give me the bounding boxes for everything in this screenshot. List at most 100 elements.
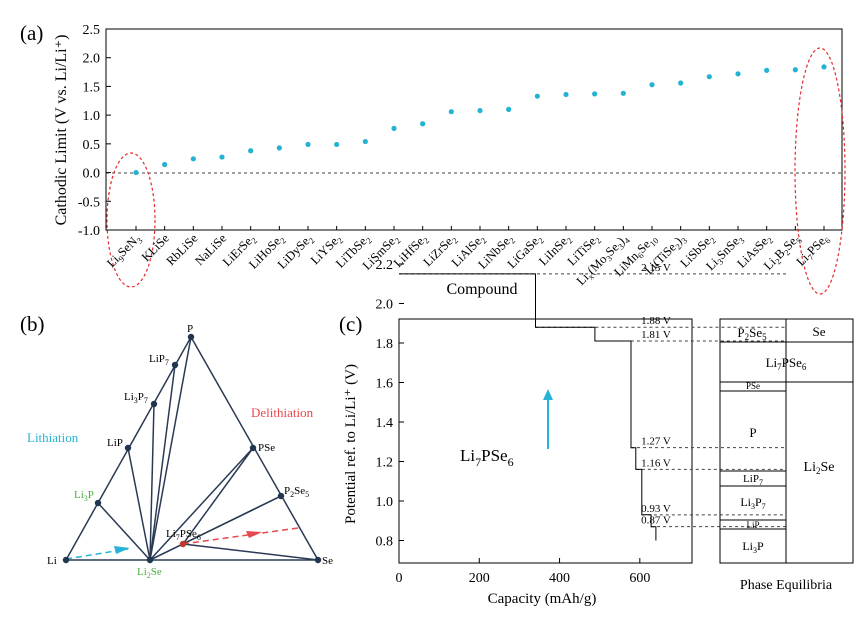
x-axis-label-a: Compound (446, 281, 517, 298)
c-y-tick-label: 1.2 (376, 456, 394, 471)
x-category-label: Li9SeN3 (104, 231, 144, 271)
c-x-tick-label: 0 (396, 571, 403, 586)
c-y-tick-label: 1.4 (376, 416, 394, 431)
c-x-tick-label: 200 (469, 571, 490, 586)
data-point (821, 64, 827, 70)
c-x-tick-label: 400 (549, 571, 570, 586)
node-label-li3p7: Li3P7 (124, 391, 148, 405)
y-tick-label: 2.5 (83, 23, 101, 38)
phase-li7pse6: Li7PSe6 (766, 355, 807, 372)
data-point (334, 141, 340, 148)
data-point (362, 138, 368, 145)
voltage-profile-curve (399, 273, 657, 541)
voltage-annotation: 0.87 V (641, 515, 671, 527)
panel-b-label: (b) (20, 312, 45, 336)
c-y-tick-label: 2.0 (376, 298, 394, 313)
c-y-tick-label: 0.8 (376, 535, 394, 550)
data-point (391, 125, 397, 131)
panel-a-label: (a) (20, 21, 43, 45)
voltage-annotation: 0.93 V (641, 503, 671, 515)
node-label-pse: PSe (258, 442, 275, 454)
node-label-p: P (187, 323, 193, 335)
panel-b: (b) (20, 312, 333, 580)
data-point (448, 109, 454, 115)
data-point (219, 154, 225, 160)
data-point (248, 148, 254, 154)
phase-node-labels: P LiP7 Li3P7 LiP Li3P Li Li2Se Se PSe P2… (47, 323, 333, 580)
c-y-tick-label: 1.6 (376, 377, 394, 392)
cyan-arrow (543, 389, 553, 449)
node-label-p2se5: P2Se5 (284, 485, 309, 499)
c-x-tick-label: 600 (629, 571, 650, 586)
data-point (764, 67, 770, 73)
plot-a-frame (105, 28, 843, 231)
voltage-annotation: 1.16 V (641, 457, 671, 469)
node-label-lip: LiP (107, 437, 123, 449)
voltage-dashed-lines (399, 273, 786, 528)
data-points (133, 64, 827, 176)
voltage-annotation: 1.88 V (641, 315, 671, 327)
y-tick-label: 1.0 (83, 109, 101, 124)
phase-li3p7: Li3P7 (740, 495, 765, 511)
c-x-axis-label: Capacity (mAh/g) (488, 591, 597, 607)
data-point (133, 169, 139, 176)
y-tick-label: 0.0 (83, 167, 101, 182)
c-y-tick-label: 2.2 (376, 258, 394, 273)
data-point (678, 80, 684, 86)
node-label-li2se: Li2Se (137, 566, 162, 580)
voltage-annotation: 2.15 V (641, 262, 671, 274)
c-y-axis-ticks: 0.8 1.0 1.2 1.4 1.6 1.8 2.0 2.2 (376, 258, 404, 550)
y-tick-label: 1.5 (83, 80, 101, 95)
data-point (190, 156, 196, 162)
phase-li2se: Li2Se (804, 460, 835, 476)
x-category-label: Li7PSe6 (794, 231, 833, 270)
node-label-li7pse6: Li7PSe6 (166, 528, 201, 542)
x-category-label: Li2B2Se5 (761, 231, 804, 274)
node-label-lip7: LiP7 (149, 353, 169, 367)
data-point (792, 67, 798, 73)
node-label-li3p: Li3P (74, 489, 94, 503)
highlight-ellipse-right (794, 47, 846, 295)
y-tick-label: -0.5 (78, 195, 100, 210)
panel-c-label: (c) (339, 312, 362, 336)
node-label-se: Se (322, 555, 333, 567)
highlight-ellipse-left (106, 152, 156, 288)
data-point (563, 91, 569, 98)
c-y-tick-label: 1.8 (376, 337, 394, 352)
delithiation-arrow (182, 527, 299, 545)
data-point (592, 91, 598, 97)
data-point (420, 121, 426, 127)
c-y-tick-label: 1.0 (376, 495, 394, 510)
phase-diagram-lines (65, 336, 319, 561)
data-point (276, 145, 282, 151)
x-axis-ticks (135, 226, 825, 230)
panel-c: (c) 0.81.01.21.41.61.82.02.2 0 200 400 600 … (339, 258, 854, 607)
data-point (735, 71, 741, 77)
data-point (649, 82, 655, 88)
voltage-annotation: 1.81 V (641, 329, 671, 341)
data-point (506, 106, 512, 112)
phase-p2se5: P2Se5 (737, 325, 767, 342)
data-point (162, 161, 168, 168)
phase-equilibria-table: P2Se5 Se Li7PSe6 PSe P LiP7 Li3P7 LiP Li… (719, 318, 854, 564)
c-y-axis-label: Potential ref. to Li/Li⁺ (V) (343, 364, 359, 524)
y-tick-label: 0.5 (83, 138, 101, 153)
phase-nodes (62, 333, 322, 564)
data-point (706, 74, 712, 80)
y-tick-label: -1.0 (78, 224, 100, 239)
data-point (305, 141, 311, 148)
delithiation-label: Delithiation (251, 405, 314, 420)
data-point (620, 90, 626, 96)
lithiation-arrow (65, 546, 130, 560)
phase-pse: PSe (746, 381, 760, 391)
voltage-annotations: 2.15 V 1.88 V 1.81 V 1.27 V 1.16 V 0.93 V0.87… (641, 262, 671, 527)
material-label: Li7PSe6 (460, 446, 514, 469)
lithiation-label: Lithiation (27, 430, 79, 445)
y-axis-ticks: -1.0 -0.5 0.0 0.5 1.0 1.5 2.0 2.5 (78, 23, 111, 239)
phase-equilibria-title: Phase Equilibria (740, 578, 833, 593)
node-label-li: Li (47, 555, 57, 567)
phase-lip: LiP (746, 520, 759, 530)
phase-p: P (749, 425, 756, 440)
c-x-axis-ticks: 0 200 400 600 (396, 558, 650, 586)
